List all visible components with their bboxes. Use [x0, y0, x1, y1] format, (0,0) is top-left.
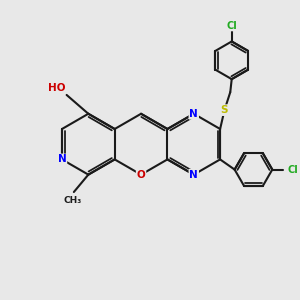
Text: N: N: [58, 154, 66, 164]
Text: N: N: [189, 169, 198, 180]
Text: S: S: [221, 105, 228, 115]
Text: HO: HO: [48, 83, 65, 94]
Text: N: N: [189, 109, 198, 119]
Text: CH₃: CH₃: [63, 196, 82, 205]
Text: O: O: [137, 169, 146, 180]
Text: Cl: Cl: [226, 20, 237, 31]
Text: Cl: Cl: [288, 165, 299, 175]
